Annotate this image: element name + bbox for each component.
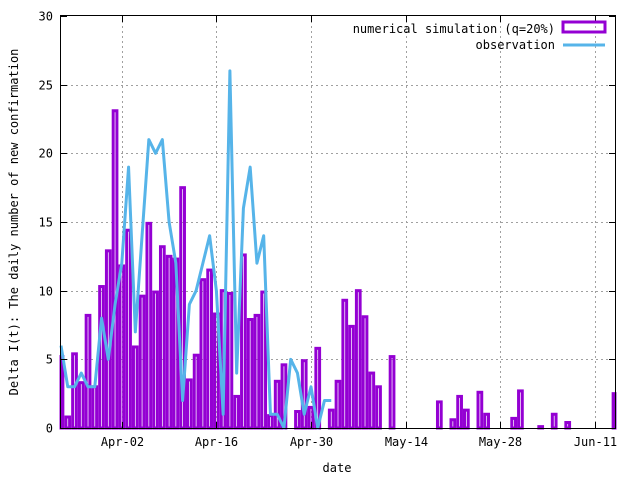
simulation-bar [456,394,463,430]
simulation-bar [463,408,470,430]
x-axis-label: date [323,461,352,475]
simulation-bar [158,245,166,430]
x-tick-label: Apr-16 [195,435,238,449]
grid [61,16,615,428]
x-tick-label: Apr-30 [290,435,333,449]
simulation-bar [510,416,518,430]
simulation-bar [354,289,362,430]
simulation-bar [517,389,524,430]
x-tick-label: Jun-11 [574,435,617,449]
y-axis-label: Delta I(t): The daily number of new conf… [7,49,21,396]
simulation-bar [131,345,139,430]
simulation-bar [226,291,234,430]
simulation-bar [240,253,247,430]
simulation-bar [449,418,457,430]
plot-frame [60,15,616,429]
y-tick-label: 0 [46,422,53,436]
simulation-bar [341,298,349,430]
simulation-bar [300,359,308,430]
simulation-bar [260,290,268,430]
simulation-bar [71,352,78,430]
simulation-bar [564,421,572,430]
simulation-bar [327,408,335,430]
simulation-bar [145,221,153,430]
simulation-bar [111,109,119,430]
simulation-bar [307,405,315,430]
simulation-bar [84,313,92,430]
observation-line-layer [59,69,332,430]
y-tick-label: 30 [39,10,53,24]
simulation-bar [375,385,382,430]
simulation-bar [537,425,545,430]
y-tick-label: 25 [39,79,53,93]
simulation-bar [476,390,484,430]
simulation-bar [246,318,254,430]
simulation-bar [138,294,146,430]
simulation-bar [483,412,490,430]
simulation-bar [165,254,173,430]
simulation-bar [199,278,207,430]
simulation-bar [186,378,193,430]
y-tick-labels: 0 5 10 15 20 25 30 [39,10,53,436]
simulation-bar [64,415,72,430]
simulation-bar [611,392,617,430]
y-tick-label: 20 [39,147,53,161]
x-tick-label: Apr-02 [101,435,144,449]
legend-label-observation: observation [476,38,555,52]
y-tick-label: 15 [39,216,53,230]
simulation-bar [77,381,85,430]
x-tick-labels: Apr-02 Apr-16 Apr-30 May-14 May-28 Jun-11 [101,435,617,449]
simulation-bar [348,324,355,430]
axes [60,15,616,429]
legend: numerical simulation (q=20%) observation [353,20,607,52]
observation-line [59,69,332,430]
legend-swatch-simulation [561,20,607,34]
simulation-bar [152,290,159,430]
simulation-bar [233,394,241,430]
y-tick-label: 5 [46,353,53,367]
simulation-bar [368,371,376,430]
simulation-bar [388,355,396,430]
simulation-bars [59,109,617,430]
legend-label-simulation: numerical simulation (q=20%) [353,22,555,36]
simulation-bar [294,410,301,430]
simulation-bar [98,285,105,430]
simulation-bar [435,400,443,430]
simulation-bar [334,379,342,430]
simulation-bar [118,264,126,430]
x-tick-label: May-14 [385,435,428,449]
simulation-bar [253,313,261,430]
simulation-bar [550,412,558,430]
simulation-bar [273,379,281,430]
y-tick-label: 10 [39,285,53,299]
simulation-bar [267,414,274,430]
simulation-bar [206,268,213,430]
simulation-bar [59,355,65,430]
simulation-bar [125,228,132,430]
simulation-bar [192,353,200,430]
x-tick-label: May-28 [479,435,522,449]
simulation-bar [361,315,369,430]
simulation-bar [91,385,99,430]
